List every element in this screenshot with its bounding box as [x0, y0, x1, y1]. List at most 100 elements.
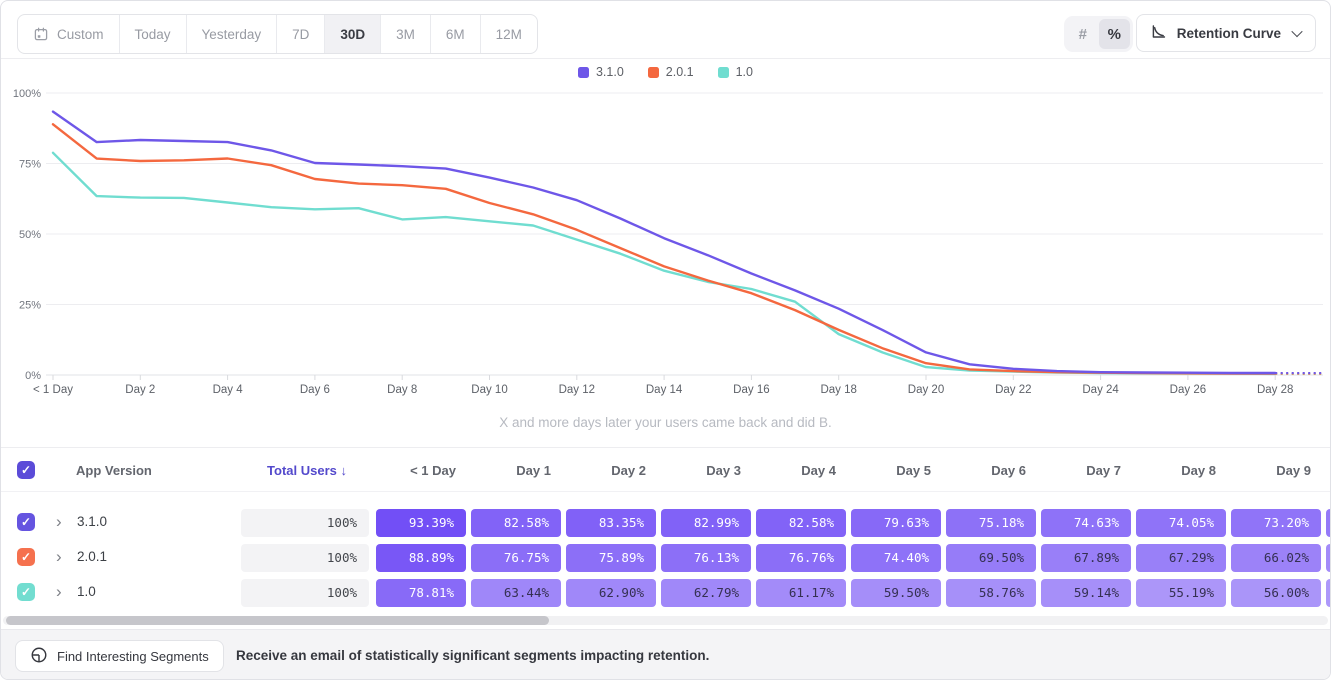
day-column-header[interactable]: Day 6 [991, 463, 1026, 478]
absolute-number-toggle[interactable]: # [1067, 19, 1099, 49]
select-all-checkbox[interactable]: ✓ [17, 461, 35, 479]
day-column-header[interactable]: Day 3 [706, 463, 741, 478]
retention-cell[interactable]: 67.29% [1136, 544, 1226, 572]
retention-cell[interactable]: 82.58% [756, 509, 846, 537]
day-column-header[interactable]: Day 7 [1086, 463, 1121, 478]
y-axis-tick-label: 75% [19, 159, 41, 171]
x-axis-tick-label: Day 10 [471, 384, 507, 396]
footer-bar: Find Interesting Segments Receive an ema… [1, 629, 1330, 679]
retention-cell[interactable]: 66.02% [1231, 544, 1321, 572]
retention-cell[interactable]: 79.63% [851, 509, 941, 537]
legend-item-3.1.0[interactable]: 3.1.0 [577, 65, 624, 79]
retention-cell[interactable]: 62.90% [566, 579, 656, 607]
retention-cell[interactable]: 59.50% [851, 579, 941, 607]
date-range-button-yesterday[interactable]: Yesterday [187, 15, 278, 53]
retention-cell[interactable]: 61.17% [756, 579, 846, 607]
y-axis-tick-label: 0% [25, 370, 41, 382]
row-checkbox[interactable]: ✓ [17, 513, 35, 531]
percent-icon: % [1107, 25, 1121, 43]
legend-swatch [717, 66, 729, 78]
horizontal-scrollbar-track[interactable] [3, 616, 1328, 625]
y-axis-tick-label: 100% [13, 88, 41, 100]
date-range-button-today[interactable]: Today [120, 15, 187, 53]
date-range-label: 3M [396, 26, 415, 42]
app-version-value: 3.1.0 [77, 514, 108, 529]
day-column-header[interactable]: Day 2 [611, 463, 646, 478]
retention-cell[interactable]: 74.63% [1041, 509, 1131, 537]
legend-label: 3.1.0 [595, 65, 624, 79]
toolbar-divider [1, 58, 1330, 59]
retention-cell[interactable]: 82.99% [661, 509, 751, 537]
view-selector-label: Retention Curve [1176, 25, 1281, 41]
legend-item-1.0[interactable]: 1.0 [717, 65, 753, 79]
retention-cell-clipped[interactable] [1326, 579, 1330, 607]
retention-cell[interactable]: 74.40% [851, 544, 941, 572]
percent-toggle[interactable]: % [1098, 19, 1130, 49]
expand-row-chevron-icon[interactable]: › [56, 582, 62, 601]
day-column-header[interactable]: Day 4 [801, 463, 836, 478]
day-column-header[interactable]: Day 9 [1276, 463, 1311, 478]
legend-swatch [647, 66, 659, 78]
retention-cell[interactable]: 82.58% [471, 509, 561, 537]
retention-cell[interactable]: 55.19% [1136, 579, 1226, 607]
horizontal-scrollbar-thumb[interactable] [6, 616, 549, 625]
retention-cell[interactable]: 58.76% [946, 579, 1036, 607]
retention-cell[interactable]: 63.44% [471, 579, 561, 607]
x-axis-tick-label: Day 8 [387, 384, 417, 396]
day-column-header[interactable]: Day 1 [516, 463, 551, 478]
row-checkbox[interactable]: ✓ [17, 548, 35, 566]
app-version-value: 1.0 [77, 584, 96, 599]
date-range-label: Yesterday [201, 26, 262, 42]
segment-icon [30, 646, 48, 667]
day-column-header[interactable]: Day 5 [896, 463, 931, 478]
find-interesting-segments-button[interactable]: Find Interesting Segments [15, 640, 224, 672]
retention-cell[interactable]: 75.89% [566, 544, 656, 572]
retention-cell-clipped[interactable] [1326, 509, 1330, 537]
x-axis-tick-label: Day 4 [213, 384, 244, 396]
retention-cell[interactable]: 74.05% [1136, 509, 1226, 537]
retention-cell[interactable]: 93.39% [376, 509, 466, 537]
view-selector-dropdown[interactable]: Retention Curve [1135, 14, 1316, 52]
expand-row-chevron-icon[interactable]: › [56, 512, 62, 531]
date-range-button-custom[interactable]: Custom [18, 15, 120, 53]
total-users-sort-header[interactable]: Total Users ↓ [267, 463, 347, 478]
x-axis-tick-label: Day 12 [559, 384, 595, 396]
retention-cell[interactable]: 76.75% [471, 544, 561, 572]
chart-legend: 3.1.0 2.0.1 1.0 [1, 65, 1330, 79]
total-users-cell: 100% [241, 509, 369, 537]
day-column-header[interactable]: < 1 Day [410, 463, 456, 478]
retention-cell[interactable]: 76.76% [756, 544, 846, 572]
table-header-row: ✓ App Version Total Users ↓ < 1 Day Day 1… [1, 447, 1330, 492]
x-axis-tick-label: Day 26 [1170, 384, 1206, 396]
retention-cell[interactable]: 75.18% [946, 509, 1036, 537]
legend-swatch [577, 66, 589, 78]
date-range-button-3m[interactable]: 3M [381, 15, 431, 53]
date-range-button-30d[interactable]: 30D [325, 15, 382, 53]
expand-row-chevron-icon[interactable]: › [56, 547, 62, 566]
retention-cell[interactable]: 73.20% [1231, 509, 1321, 537]
hash-icon: # [1078, 25, 1087, 43]
date-range-button-6m[interactable]: 6M [431, 15, 481, 53]
date-range-button-7d[interactable]: 7D [277, 15, 326, 53]
retention-cell[interactable]: 88.89% [376, 544, 466, 572]
retention-cell[interactable]: 59.14% [1041, 579, 1131, 607]
retention-cell[interactable]: 69.50% [946, 544, 1036, 572]
legend-item-2.0.1[interactable]: 2.0.1 [647, 65, 694, 79]
app-version-value: 2.0.1 [77, 549, 108, 564]
retention-cell[interactable]: 56.00% [1231, 579, 1321, 607]
date-range-button-12m[interactable]: 12M [481, 15, 537, 53]
table-row-1.0: ✓ › 1.0 100% 78.81% 63.44% 62.90% 62.79% 61.17% 5… [1, 575, 1330, 610]
retention-cell[interactable]: 62.79% [661, 579, 751, 607]
retention-cell[interactable]: 76.13% [661, 544, 751, 572]
retention-cell[interactable]: 83.35% [566, 509, 656, 537]
day-column-header[interactable]: Day 8 [1181, 463, 1216, 478]
retention-cell-clipped[interactable] [1326, 544, 1330, 572]
retention-cell[interactable]: 78.81% [376, 579, 466, 607]
table-row-2.0.1: ✓ › 2.0.1 100% 88.89% 76.75% 75.89% 76.13% 76.76… [1, 540, 1330, 575]
row-checkbox[interactable]: ✓ [17, 583, 35, 601]
calendar-icon [33, 26, 49, 42]
retention-cell[interactable]: 67.89% [1041, 544, 1131, 572]
retention-line-2.0.1 [51, 123, 1277, 375]
retention-line-chart: 100% 75% 50% 25% 0% < 1 Day Day 2 Day 4 Day 6 Day… [13, 88, 1323, 396]
